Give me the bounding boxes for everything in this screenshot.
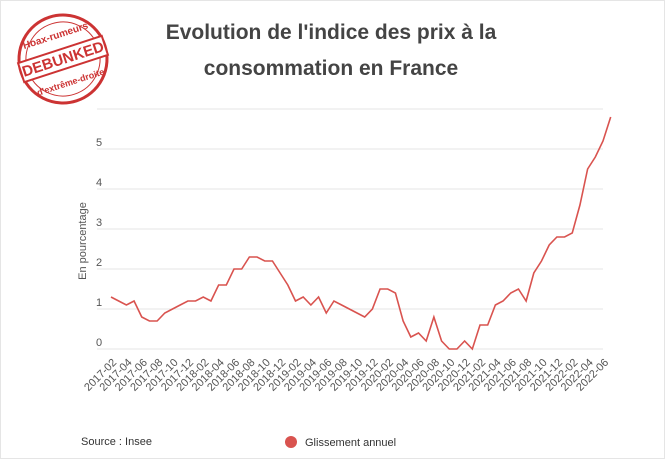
- y-tick-label: 2: [96, 257, 102, 269]
- legend-label: Glissement annuel: [305, 437, 396, 449]
- y-tick-label: 5: [96, 137, 102, 149]
- chart-title: Evolution de l'indice des prix à la cons…: [165, 21, 497, 80]
- y-tick-label: 3: [96, 217, 102, 229]
- stamp: Hoax-rumeurs DEBUNKED d'extrême-droite: [16, 13, 110, 105]
- series-line: [110, 116, 612, 351]
- stamp-band: [16, 34, 110, 84]
- source: Source : Insee: [81, 436, 152, 448]
- legend-marker: [285, 436, 297, 448]
- y-tick-label: 4: [96, 177, 102, 189]
- y-tick-label: 1: [96, 297, 102, 309]
- y-tick-label: 0: [96, 337, 102, 349]
- y-axis-label: En pourcentage: [77, 202, 89, 280]
